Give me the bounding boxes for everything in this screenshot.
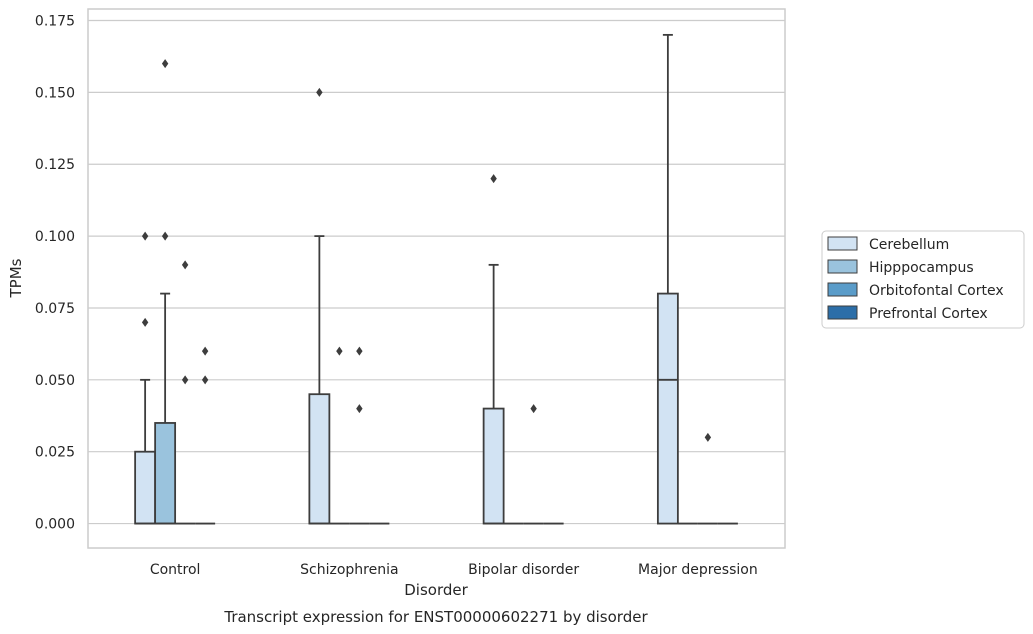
x-tick-label: Control	[150, 562, 201, 578]
outlier-point	[161, 231, 169, 241]
outlier-point	[141, 231, 149, 241]
x-axis: Control Schizophrenia Bipolar disorder Majo…	[150, 562, 758, 578]
box-cerebellum	[134, 231, 157, 525]
y-tick-label: 0.075	[35, 301, 75, 317]
legend-label: Prefrontal Cortex	[869, 306, 988, 322]
outlier-point	[316, 87, 323, 97]
grid-lines	[88, 19, 785, 525]
y-tick-label: 0.000	[35, 517, 75, 533]
box-cerebellum	[308, 87, 331, 525]
outlier-point	[356, 404, 363, 414]
box-cerebellum	[656, 33, 679, 525]
legend-label: Orbitofontal Cortex	[869, 283, 1004, 299]
box-cerebellum	[482, 174, 505, 525]
plot-border	[87, 8, 786, 549]
box-iqr	[154, 422, 177, 525]
outlier-point	[704, 432, 712, 442]
y-tick-label: 0.125	[35, 157, 75, 173]
legend-swatch	[827, 236, 858, 251]
box-iqr	[656, 292, 679, 525]
legend-swatch	[827, 282, 858, 297]
outlier-point	[141, 317, 149, 327]
y-tick-label: 0.175	[35, 13, 75, 29]
legend-label: Hipppocampus	[869, 260, 974, 276]
y-axis-label: TPMs	[7, 258, 25, 298]
y-tick-label: 0.050	[35, 373, 75, 389]
x-tick-label: Bipolar disorder	[468, 562, 579, 578]
chart-caption: Transcript expression for ENST0000060227…	[223, 608, 648, 626]
outlier-point	[336, 346, 343, 356]
outlier-point	[356, 346, 363, 356]
legend-swatch	[827, 259, 858, 274]
outlier-point	[530, 404, 537, 414]
plot-frame	[87, 8, 786, 549]
outlier-point	[490, 174, 497, 184]
y-tick-label: 0.025	[35, 445, 75, 461]
legend-label: Cerebellum	[869, 237, 949, 253]
legend-box	[821, 230, 1025, 329]
box-orbitofontal-cortex	[523, 404, 544, 525]
box-iqr	[134, 450, 157, 525]
y-tick-label: 0.150	[35, 85, 75, 101]
box-prefrontal-cortex	[195, 346, 216, 525]
legend-swatch	[827, 305, 858, 320]
outlier-point	[201, 375, 209, 385]
outlier-point	[181, 260, 189, 270]
box-iqr	[482, 407, 505, 525]
x-axis-label: Disorder	[404, 581, 468, 599]
legend: Cerebellum Hipppocampus Orbitofontal Corte…	[821, 230, 1025, 329]
box-orbitofontal-cortex	[175, 260, 196, 525]
box-hipppocampus	[329, 346, 350, 525]
x-tick-label: Schizophrenia	[300, 562, 398, 578]
box-orbitofontal-cortex	[697, 432, 718, 525]
boxes	[134, 33, 738, 525]
box-orbitofontal-cortex	[349, 346, 370, 525]
outlier-point	[201, 346, 209, 356]
x-tick-label: Major depression	[638, 562, 758, 578]
box-hipppocampus	[154, 59, 177, 525]
outlier-point	[161, 59, 169, 69]
box-iqr	[308, 393, 331, 525]
y-tick-label: 0.100	[35, 229, 75, 245]
outlier-point	[181, 375, 189, 385]
y-axis: 0.000 0.025 0.050 0.075 0.100 0.125 0.150 0.175	[35, 13, 75, 532]
